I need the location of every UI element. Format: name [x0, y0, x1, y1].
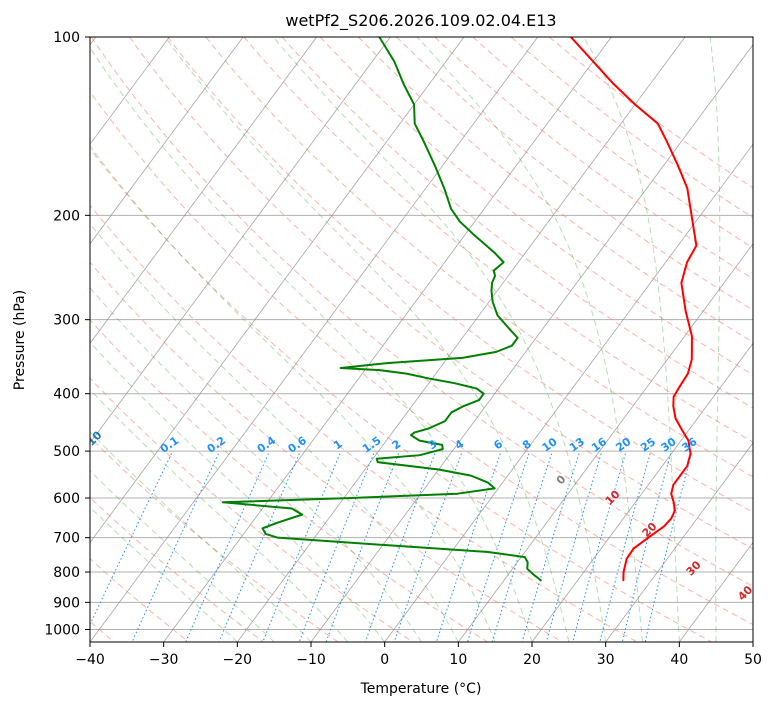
isotherm-line	[163, 37, 612, 642]
mixing-ratio-line	[467, 453, 530, 642]
moist-adiabat-line	[90, 287, 422, 642]
mixing-ratio-line	[325, 453, 400, 642]
x-tick-label: −30	[149, 652, 179, 668]
isotherm-line	[90, 37, 244, 245]
y-tick-label: 500	[53, 444, 80, 460]
moist-adiabat-line	[90, 223, 459, 642]
mixing-ratio-line	[621, 453, 672, 642]
mixing-ratio-line	[572, 453, 626, 642]
plot-frame	[89, 36, 754, 643]
y-tick-label: 800	[53, 565, 80, 581]
x-axis-title: Temperature (°C)	[360, 681, 482, 697]
mixing-ratio-line	[131, 453, 219, 642]
isotherm-line	[458, 243, 753, 642]
moist-adiabat-line	[90, 46, 533, 642]
moist-adiabat-line	[90, 388, 349, 642]
x-tick-label: −40	[75, 652, 105, 668]
y-tick-label: 300	[53, 313, 80, 329]
x-tick-label: 50	[744, 652, 762, 668]
dry-adiabat-line	[90, 147, 712, 642]
x-tick-label: 20	[523, 652, 541, 668]
moist-adiabat-line	[164, 37, 570, 642]
mixing-ratio-line	[521, 453, 580, 642]
y-tick-label: 200	[53, 208, 80, 224]
dry-adiabat-line	[396, 37, 753, 311]
temperature-profile-line	[569, 37, 698, 582]
y-tick-label: 1000	[44, 622, 80, 638]
y-tick-label: 600	[53, 491, 80, 507]
moist-adiabat-line	[90, 470, 275, 642]
isotherm-line	[90, 37, 391, 444]
moist-adiabat-line	[90, 341, 386, 642]
dewpoint-profile-line	[221, 37, 542, 582]
isotherm-line	[605, 442, 753, 642]
y-tick-label: 100	[53, 30, 80, 46]
chart-title: wetPf2_S206.2026.109.02.04.E13	[285, 11, 556, 31]
isotherm-line	[237, 37, 686, 642]
mixing-ratio-line	[90, 453, 173, 626]
plot-area: 0.10.20.40.611.52346810131620253036-100-…	[90, 37, 753, 642]
isotherm-line	[90, 37, 318, 345]
mixing-ratio-line	[435, 453, 501, 642]
y-axis: 100 200 300 400 500 600 700 800 900 1000	[44, 30, 90, 638]
dry-adiabat-line	[358, 37, 753, 343]
dry-adiabats	[90, 37, 753, 642]
y-tick-label: 400	[53, 387, 80, 403]
dry-adiabat-line	[281, 37, 753, 409]
y-tick-label: 700	[53, 531, 80, 547]
isotherm-line	[531, 342, 753, 642]
x-tick-label: 30	[597, 652, 615, 668]
dry-adiabat-line	[548, 37, 753, 189]
mixing-ratio-line	[491, 453, 553, 642]
x-axis: −40 −30 −20 −10 0 10 20 30 40 50	[75, 642, 762, 668]
y-tick-label: 900	[53, 595, 80, 611]
mixing-ratio-line	[599, 453, 651, 642]
dry-adiabat-line	[205, 37, 753, 478]
dry-adiabat-line	[90, 496, 264, 642]
moist-adiabat-line	[709, 37, 721, 642]
isotherm-grid	[90, 37, 753, 642]
isotherm-line	[384, 143, 753, 642]
mixing-ratio-line	[545, 453, 602, 642]
dry-adiabat-line	[90, 261, 563, 642]
mixing-ratio-line	[298, 453, 375, 642]
x-tick-label: 10	[449, 652, 467, 668]
dry-adiabat-line	[90, 90, 753, 626]
mixing-ratio-line	[364, 453, 436, 642]
dry-adiabat-line	[434, 37, 753, 280]
mixing-ratio-line	[644, 453, 692, 642]
moist-adiabat-line	[272, 37, 607, 642]
moist-adiabats	[90, 37, 753, 642]
mixing-ratio-lines	[90, 453, 692, 642]
isotherm-line	[310, 44, 753, 642]
moist-adiabat-line	[416, 37, 643, 642]
x-tick-label: −10	[296, 652, 326, 668]
dry-adiabat-line	[319, 37, 753, 376]
isotherm-line	[90, 37, 465, 544]
dry-adiabat-line	[90, 204, 638, 642]
x-tick-label: 40	[670, 652, 688, 668]
moist-adiabat-line	[90, 506, 238, 642]
dry-adiabat-line	[90, 37, 753, 587]
isotherm-line	[90, 37, 539, 642]
sounding-profiles	[221, 37, 698, 582]
isotherm-line	[90, 37, 170, 145]
x-tick-label: 0	[380, 652, 389, 668]
dry-adiabat-line	[167, 37, 753, 514]
x-tick-label: −20	[223, 652, 253, 668]
dry-adiabat-line	[510, 37, 753, 219]
y-axis-title: Pressure (hPa)	[12, 290, 28, 390]
